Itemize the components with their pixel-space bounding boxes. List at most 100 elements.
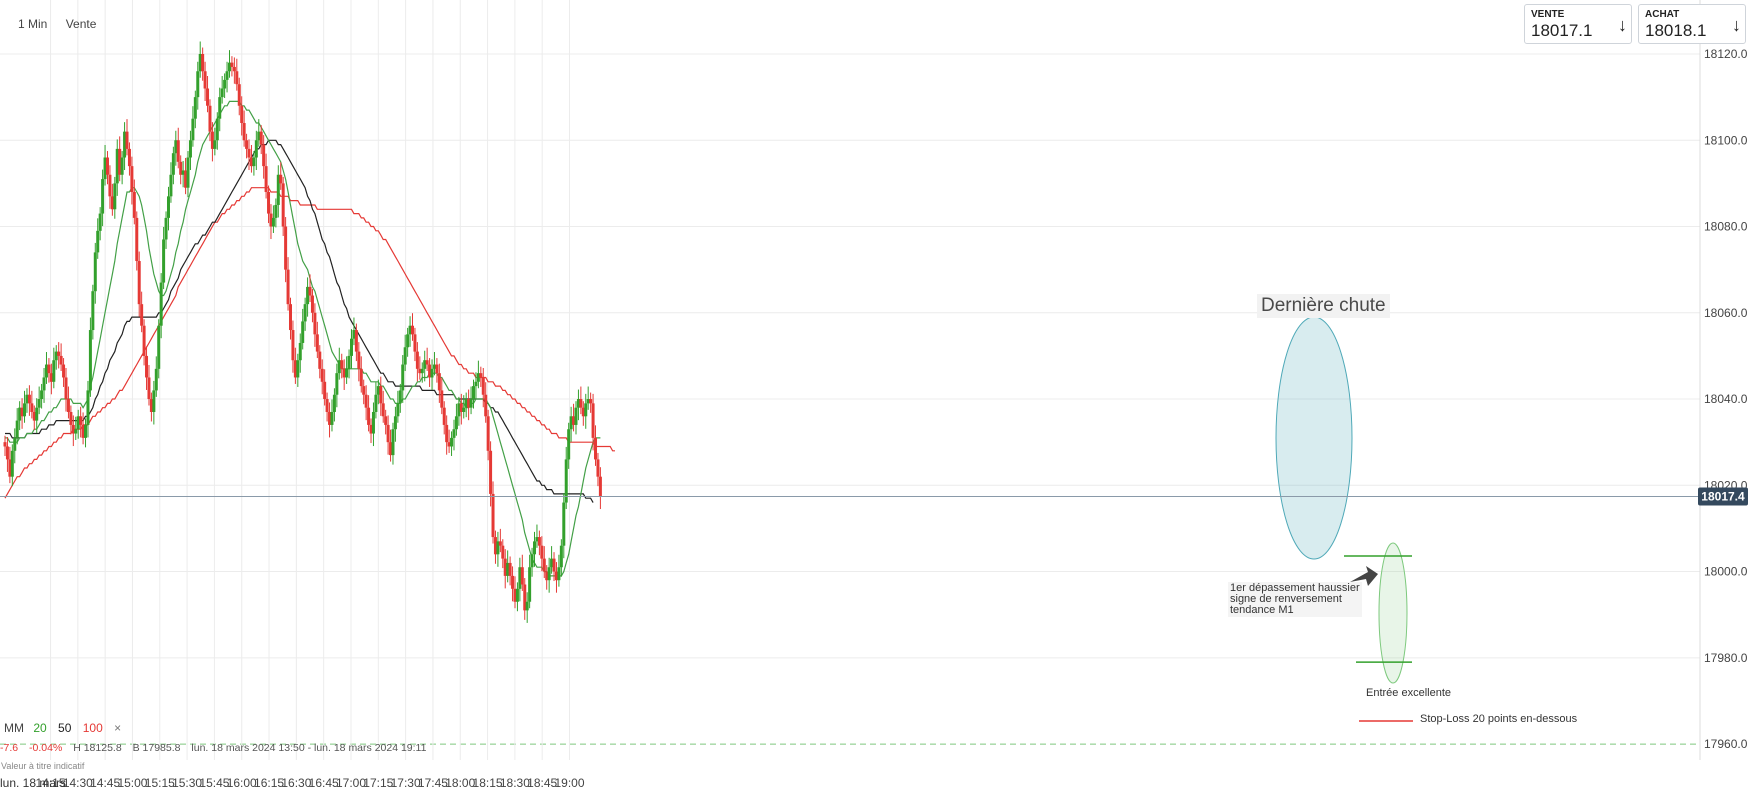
candle [52,347,56,389]
candle [554,562,558,593]
candle [503,549,507,589]
candle-body [276,174,280,205]
x-tick-label: 18:45 [527,776,557,790]
candle-body [245,140,249,149]
candle [91,284,95,340]
candle [152,380,156,425]
candle-body [88,330,92,391]
candle [328,402,332,438]
candle [562,493,566,559]
candle [130,156,134,205]
candle-body [215,118,219,141]
candle-body [493,537,497,555]
candle [391,422,395,465]
candle [440,377,444,415]
candle-body [596,459,600,477]
interval-label[interactable]: 1 Min [18,17,48,31]
candle-body [347,355,351,369]
candle [206,75,210,113]
candle [227,50,231,78]
candle [118,136,122,182]
candle [13,428,17,464]
candle-body [62,364,66,378]
candle-body [145,355,149,378]
candle [203,61,207,102]
candle-body [105,157,109,175]
candle-body [464,399,468,408]
candle [596,452,600,487]
candle-body [242,123,246,141]
y-tick-label: 18100.0 [1704,133,1748,147]
candle-body [332,394,336,412]
candle [586,386,590,410]
ma20-line [5,100,601,577]
candle [215,112,219,150]
candle [274,198,278,228]
candle-body [8,459,12,477]
candle [5,436,9,472]
candle [181,160,185,188]
candle [359,356,363,393]
candle [420,362,424,383]
legend-ma20[interactable]: 20 [33,721,47,735]
candle-body [186,157,190,188]
candle-body [220,88,224,98]
candle [559,539,563,577]
candle-body [518,567,522,589]
y-axis: 18120.018100.018080.018060.018040.018020… [1704,47,1748,751]
candle [123,122,127,171]
candle-body [459,403,463,412]
price-mode-label[interactable]: Vente [65,17,97,31]
candle-body [3,442,7,447]
candle [84,418,88,448]
candle [271,205,275,233]
candle-body [379,386,383,404]
candle-body [486,416,490,451]
legend-ma50[interactable]: 50 [58,721,72,735]
candle [23,390,27,423]
buy-quote-box[interactable]: ACHAT 18018.1 ↓ [1638,4,1746,44]
candle-body [325,399,329,412]
candle-body [364,394,368,408]
candle-body [164,217,168,240]
candle [491,481,495,544]
candle-body [198,54,202,72]
legend-ma100[interactable]: 100 [82,721,103,735]
candle [93,242,97,304]
candle-body [552,558,556,572]
candle-body [130,166,134,193]
candle-body [576,399,580,408]
candle-body [440,390,444,408]
candle-body [545,571,549,581]
candle [210,122,214,162]
candle-body [264,166,268,193]
candle-body [181,170,185,175]
candle [428,358,432,387]
info-bar: -7.6 -0.04% H 18125.8 B 17985.8 lun. 18 … [0,742,426,754]
candle [567,422,571,469]
candle [340,353,344,379]
candle [269,204,273,240]
candle [120,151,124,185]
candle-body [537,537,541,546]
candle [506,550,510,583]
candle-body [91,291,95,331]
close-icon[interactable]: × [114,721,122,735]
candle [386,415,390,455]
candle-body [303,304,307,322]
candle [364,385,368,421]
candle-body [166,196,170,218]
candle [474,372,478,399]
candle-body [35,407,39,421]
x-tick-label: 17:15 [363,776,393,790]
candle [457,396,461,426]
candle-body [225,71,229,80]
candle-body [413,334,417,352]
candle [367,395,371,432]
sell-quote-box[interactable]: VENTE 18017.1 ↓ [1524,4,1632,44]
candle-body [462,407,466,412]
candle-body [428,364,432,378]
candle [515,582,519,612]
candle-body [252,157,256,167]
